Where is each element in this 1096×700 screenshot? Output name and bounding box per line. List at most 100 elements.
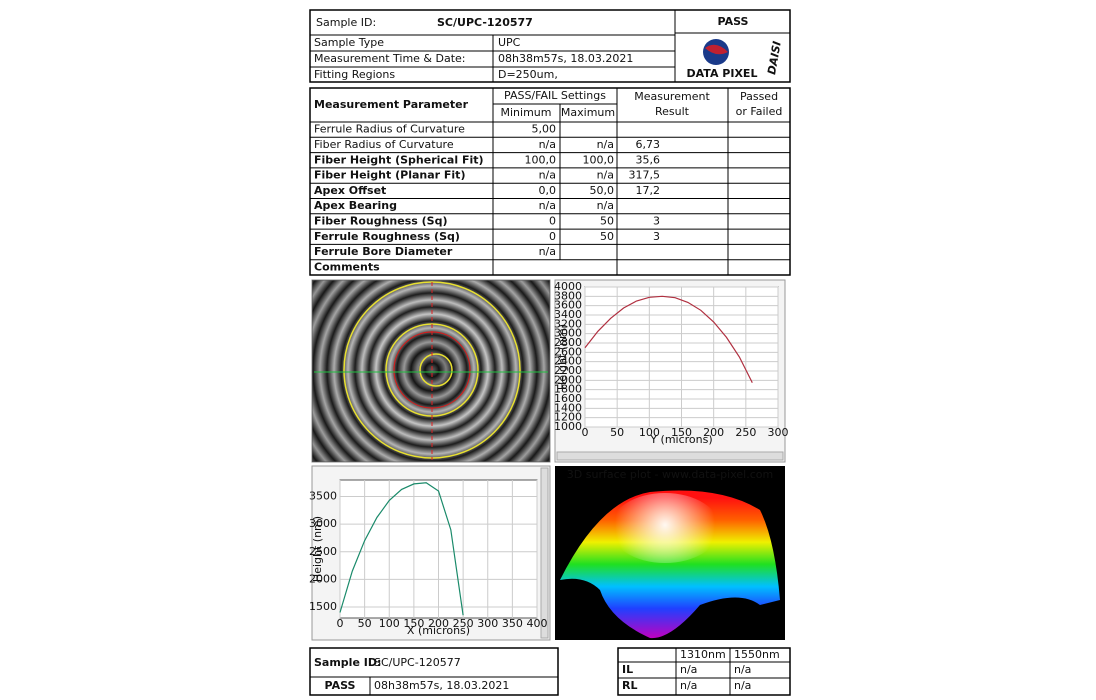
result: 3 (653, 214, 660, 227)
surface-highlight (610, 493, 720, 563)
y-tick-label: 4000 (554, 280, 582, 293)
column-header: 1550nm (734, 648, 780, 661)
loss-value: n/a (680, 679, 697, 692)
minimum: 0 (549, 214, 556, 227)
minimum: 100,0 (525, 153, 557, 166)
x-axis-label: X (microns) (407, 624, 470, 637)
y-tick-label: 3000 (554, 327, 582, 340)
time: 08h38m57s, 18.03.2021 (374, 679, 509, 692)
x-tick-label: 250 (735, 426, 756, 439)
y-tick-label: 2500 (309, 545, 337, 558)
parameter-name: Apex Offset (314, 184, 386, 197)
x-tick-label: 100 (379, 617, 400, 630)
x-tick-label: 350 (502, 617, 523, 630)
logo-mark (705, 44, 728, 55)
data-line (339, 482, 464, 616)
minimum: 0 (549, 230, 556, 243)
x-tick-label: 0 (337, 617, 344, 630)
x-tick-label: 0 (582, 426, 589, 439)
y-tick-label: 3800 (554, 289, 582, 302)
column-header: Result (655, 105, 690, 118)
y-tick-label: 2600 (554, 345, 582, 358)
y-tick-label: 1400 (554, 401, 582, 414)
x-tick-label: 200 (428, 617, 449, 630)
cell (309, 647, 559, 696)
column-header: or Failed (736, 105, 783, 118)
y-axis-label: Height (nm) (556, 324, 569, 390)
cell (309, 87, 791, 276)
sample-id: SC/UPC-120577 (437, 16, 533, 29)
surface-title: 3D surface plot - www.data-pixel.com (567, 468, 773, 481)
field-label: Fitting Regions (314, 68, 395, 81)
y-tick-label: 1600 (554, 392, 582, 405)
y-tick-label: 2200 (554, 364, 582, 377)
y-tick-label: 3400 (554, 308, 582, 321)
minimum: n/a (539, 169, 556, 182)
result: 3 (653, 230, 660, 243)
x-tick-label: 150 (403, 617, 424, 630)
maximum: 50,0 (590, 184, 615, 197)
parameter-name: Fiber Radius of Curvature (314, 138, 454, 151)
x-tick-label: 250 (453, 617, 474, 630)
column-header: Passed (740, 90, 778, 103)
y-tick-label: 2800 (554, 336, 582, 349)
fringe-shade (312, 280, 550, 462)
sample-id: SC/UPC-120577 (374, 656, 461, 669)
column-header: PASS/FAIL Settings (504, 89, 606, 102)
field-value: D=250um, (498, 68, 558, 81)
status: PASS (325, 679, 356, 692)
loss-value: n/a (734, 663, 751, 676)
parameter-name: Ferrule Radius of Curvature (314, 123, 465, 136)
field-value: 08h38m57s, 18.03.2021 (498, 52, 633, 65)
result: 17,2 (636, 184, 661, 197)
field-value: UPC (498, 36, 521, 49)
maximum: 50 (600, 214, 614, 227)
column-header: Measurement Parameter (314, 98, 469, 111)
sample-id-label: Sample ID: (314, 656, 381, 669)
y-tick-label: 2400 (554, 355, 582, 368)
minimum: 5,00 (532, 123, 557, 136)
status: PASS (718, 15, 749, 28)
parameter-name: Apex Bearing (314, 199, 397, 212)
y-tick-label: 3200 (554, 317, 582, 330)
y-tick-label: 3000 (309, 517, 337, 530)
parameter-name: Ferrule Roughness (Sq) (314, 230, 460, 243)
loss-value: n/a (734, 679, 751, 692)
y-tick-label: 2000 (554, 373, 582, 386)
minimum: 0,0 (539, 184, 557, 197)
maximum: 100,0 (583, 153, 615, 166)
parameter-name: Fiber Height (Spherical Fit) (314, 153, 484, 166)
x-tick-label: 400 (527, 617, 548, 630)
minimum: n/a (539, 199, 556, 212)
column-header: Minimum (501, 106, 552, 119)
parameter-name: Fiber Roughness (Sq) (314, 214, 448, 227)
minimum: n/a (539, 138, 556, 151)
maximum: n/a (597, 199, 614, 212)
column-header: Measurement (634, 90, 710, 103)
maximum: n/a (597, 138, 614, 151)
comments-label: Comments (314, 260, 380, 273)
fit-circle (419, 353, 453, 387)
row-header: RL (622, 679, 637, 692)
y-tick-label: 1800 (554, 383, 582, 396)
brand: DAISI (765, 40, 784, 76)
maximum: 50 (600, 230, 614, 243)
cell (309, 9, 791, 83)
x-tick-label: 100 (639, 426, 660, 439)
x-tick-label: 200 (703, 426, 724, 439)
minimum: n/a (539, 245, 556, 258)
y-tick-label: 2000 (309, 572, 337, 585)
maximum: n/a (597, 169, 614, 182)
column-header: 1310nm (680, 648, 726, 661)
field-label: Sample Type (314, 36, 384, 49)
x-tick-label: 50 (358, 617, 372, 630)
parameter-name: Ferrule Bore Diameter (314, 245, 453, 258)
sample-id-label: Sample ID: (316, 16, 376, 29)
y-tick-label: 1500 (309, 600, 337, 613)
y-axis-label: Height (nm) (311, 516, 324, 582)
y-tick-label: 1000 (554, 420, 582, 433)
x-tick-label: 300 (477, 617, 498, 630)
row-header: IL (622, 663, 633, 676)
y-tick-label: 3600 (554, 299, 582, 312)
data-line (584, 295, 753, 383)
